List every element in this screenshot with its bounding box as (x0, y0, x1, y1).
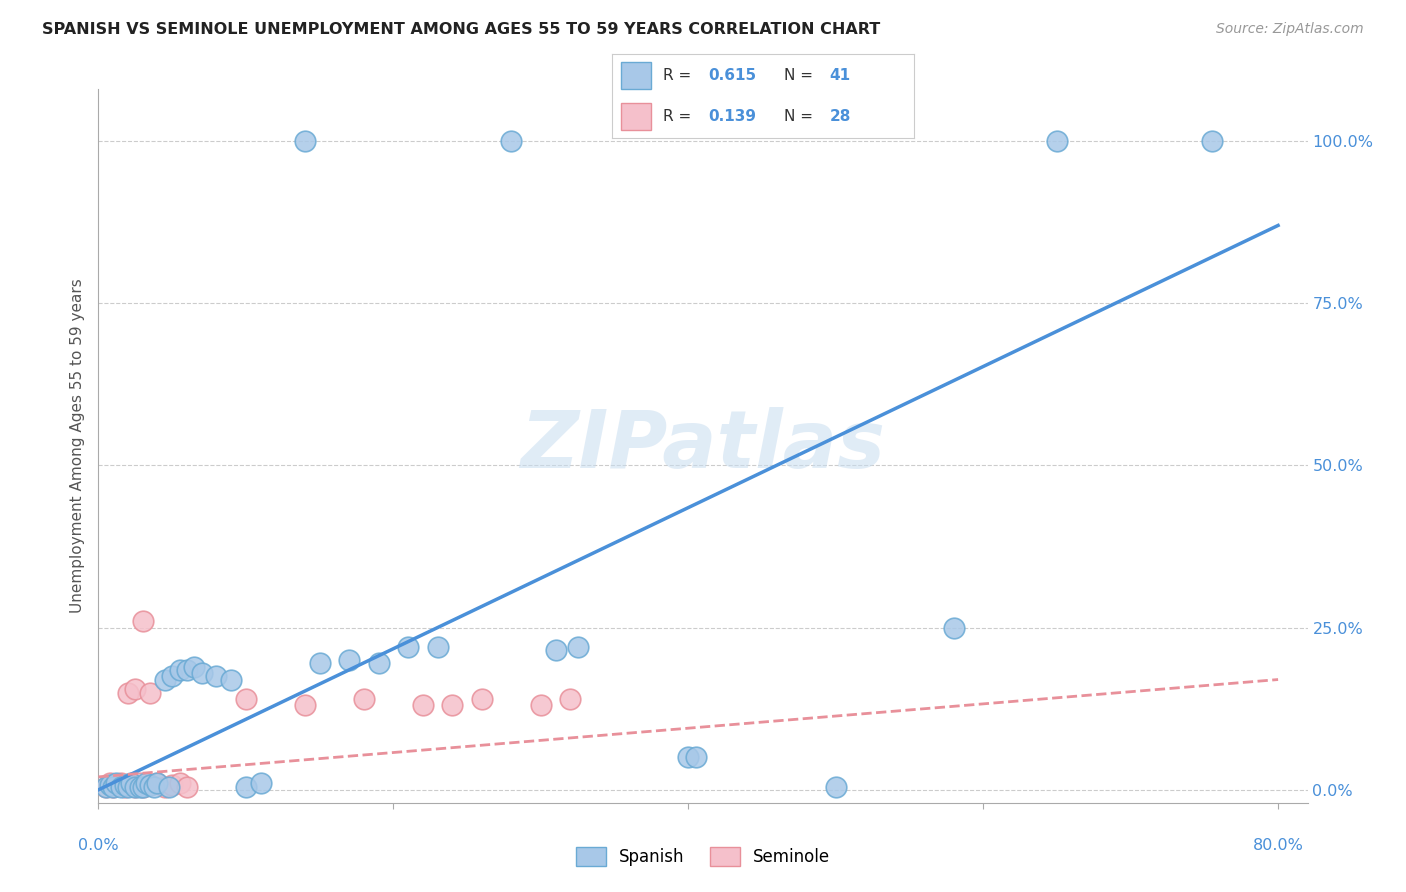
FancyBboxPatch shape (620, 103, 651, 130)
Point (235, 692, 257, 706)
Point (176, 780, 198, 794)
Point (685, 750, 707, 764)
Text: R =: R = (664, 109, 696, 124)
Point (143, 780, 166, 794)
Point (120, 776, 142, 790)
Point (544, 643, 567, 657)
Point (98, 778, 121, 792)
Point (128, 776, 150, 790)
Text: 80.0%: 80.0% (1253, 838, 1303, 854)
Point (235, 780, 257, 794)
Point (124, 780, 146, 794)
Legend: Spanish, Seminole: Spanish, Seminole (569, 840, 837, 873)
Point (117, 685, 139, 699)
Text: 28: 28 (830, 109, 851, 124)
Point (560, 692, 582, 706)
Text: N =: N = (785, 109, 818, 124)
Point (1046, 134, 1069, 148)
Point (94, 780, 117, 794)
Point (139, 685, 162, 699)
Point (176, 663, 198, 677)
Point (183, 659, 205, 673)
Point (471, 692, 494, 706)
Point (153, 673, 176, 687)
Point (942, 621, 965, 635)
Point (131, 780, 153, 794)
Point (139, 778, 162, 792)
Text: 0.139: 0.139 (709, 109, 756, 124)
Point (530, 698, 553, 713)
Point (337, 653, 360, 667)
Point (205, 669, 228, 683)
Point (117, 778, 139, 792)
Point (131, 780, 153, 794)
Point (1201, 134, 1223, 148)
Point (426, 640, 449, 654)
Point (308, 657, 330, 671)
Point (114, 778, 136, 792)
Y-axis label: Unemployment Among Ages 55 to 59 years: Unemployment Among Ages 55 to 59 years (69, 278, 84, 614)
Point (110, 780, 132, 794)
Point (131, 614, 153, 628)
Point (501, 134, 523, 148)
Point (124, 682, 146, 697)
Point (160, 778, 183, 792)
Point (105, 778, 128, 792)
Point (249, 776, 271, 790)
Point (190, 666, 212, 681)
Point (412, 698, 434, 713)
Point (101, 780, 124, 794)
Text: 41: 41 (830, 68, 851, 83)
Point (353, 692, 375, 706)
Point (139, 778, 162, 792)
Point (160, 669, 183, 683)
Text: 0.0%: 0.0% (79, 838, 118, 854)
Point (219, 673, 242, 687)
Point (146, 776, 169, 790)
Text: 0.615: 0.615 (709, 68, 756, 83)
Point (94, 780, 117, 794)
Point (169, 776, 191, 790)
Text: N =: N = (785, 68, 818, 83)
Point (101, 780, 124, 794)
Point (98, 776, 121, 790)
Point (135, 776, 157, 790)
FancyBboxPatch shape (620, 62, 651, 89)
Point (105, 776, 128, 790)
Point (153, 780, 176, 794)
Point (128, 780, 150, 794)
Point (117, 780, 139, 794)
Text: ZIPatlas: ZIPatlas (520, 407, 886, 485)
Point (824, 780, 846, 794)
Point (124, 780, 146, 794)
Text: Source: ZipAtlas.com: Source: ZipAtlas.com (1216, 22, 1364, 37)
Point (114, 780, 136, 794)
Point (169, 663, 191, 677)
Point (367, 657, 389, 671)
Point (441, 698, 464, 713)
Point (146, 776, 169, 790)
Point (396, 640, 419, 654)
Point (567, 640, 589, 654)
Text: SPANISH VS SEMINOLE UNEMPLOYMENT AMONG AGES 55 TO 59 YEARS CORRELATION CHART: SPANISH VS SEMINOLE UNEMPLOYMENT AMONG A… (42, 22, 880, 37)
Point (678, 750, 700, 764)
Point (110, 776, 132, 790)
Point (294, 134, 316, 148)
Point (157, 780, 180, 794)
Text: R =: R = (664, 68, 696, 83)
Point (294, 698, 316, 713)
